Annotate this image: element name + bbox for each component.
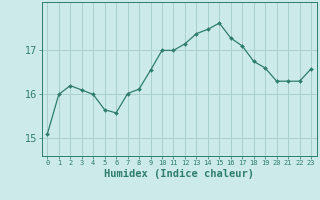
X-axis label: Humidex (Indice chaleur): Humidex (Indice chaleur) <box>104 169 254 179</box>
